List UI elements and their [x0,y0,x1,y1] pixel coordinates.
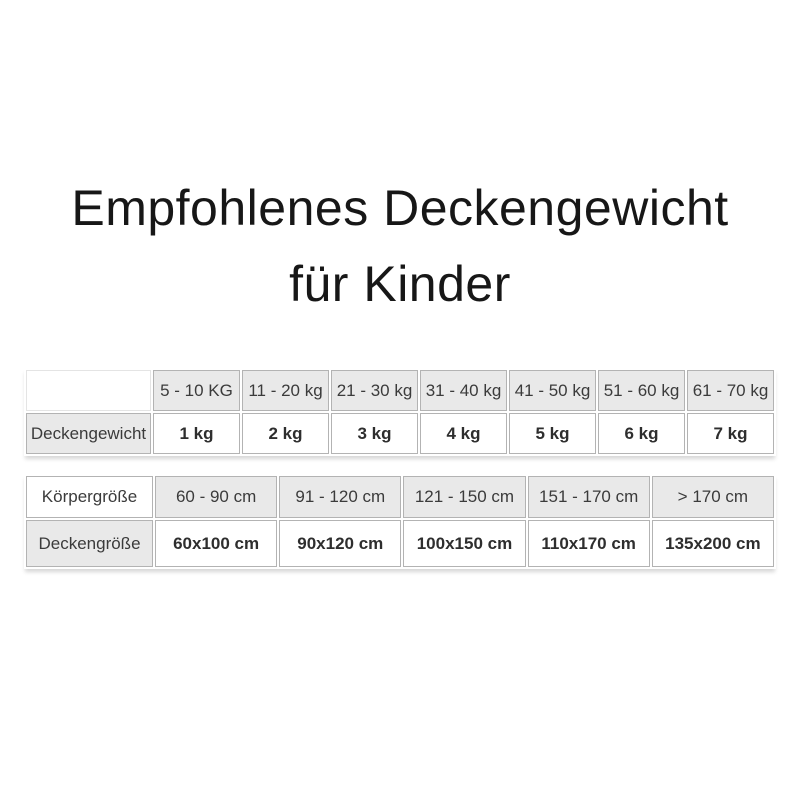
blanket-size-value: 100x150 cm [403,520,526,567]
blanket-size-value-row: Deckengröße 60x100 cm 90x120 cm 100x150 … [26,520,774,567]
blanket-size-value: 135x200 cm [651,520,774,567]
title-line-2: für Kinder [289,256,511,312]
weight-range-header: 5 - 10 KG [153,370,240,411]
weight-range-header-row: 5 - 10 KG 11 - 20 kg 21 - 30 kg 31 - 40 … [26,370,774,411]
blanket-weight-value: 6 kg [598,413,685,454]
blanket-weight-row-label: Deckengewicht [26,413,151,454]
blanket-size-row-label: Deckengröße [26,520,153,567]
blanket-weight-value: 2 kg [242,413,329,454]
blanket-size-table: Körpergröße 60 - 90 cm 91 - 120 cm 121 -… [24,474,776,569]
blanket-weight-table: 5 - 10 KG 11 - 20 kg 21 - 30 kg 31 - 40 … [24,368,776,456]
blanket-weight-value: 3 kg [331,413,418,454]
empty-corner-cell [26,370,151,411]
body-height-header: 91 - 120 cm [279,476,402,518]
blanket-weight-value: 7 kg [687,413,774,454]
body-height-header-row: Körpergröße 60 - 90 cm 91 - 120 cm 121 -… [26,476,774,518]
body-height-header: 151 - 170 cm [527,476,650,518]
body-height-header: 60 - 90 cm [155,476,278,518]
blanket-weight-value: 5 kg [509,413,596,454]
blanket-size-value: 110x170 cm [527,520,650,567]
weight-range-header: 61 - 70 kg [687,370,774,411]
blanket-weight-value: 1 kg [153,413,240,454]
title-line-1: Empfohlenes Deckengewicht [71,180,729,236]
weight-range-header: 11 - 20 kg [242,370,329,411]
body-height-header: > 170 cm [651,476,774,518]
weight-range-header: 51 - 60 kg [598,370,685,411]
weight-range-header: 31 - 40 kg [420,370,507,411]
body-height-header: 121 - 150 cm [403,476,526,518]
weight-range-header: 21 - 30 kg [331,370,418,411]
weight-range-header: 41 - 50 kg [509,370,596,411]
page-title: Empfohlenes Deckengewicht für Kinder [0,0,800,322]
tables-container: 5 - 10 KG 11 - 20 kg 21 - 30 kg 31 - 40 … [24,368,776,569]
body-height-row-label: Körpergröße [26,476,153,518]
blanket-weight-value-row: Deckengewicht 1 kg 2 kg 3 kg 4 kg 5 kg 6… [26,413,774,454]
blanket-weight-value: 4 kg [420,413,507,454]
blanket-size-value: 60x100 cm [155,520,278,567]
blanket-size-value: 90x120 cm [279,520,402,567]
